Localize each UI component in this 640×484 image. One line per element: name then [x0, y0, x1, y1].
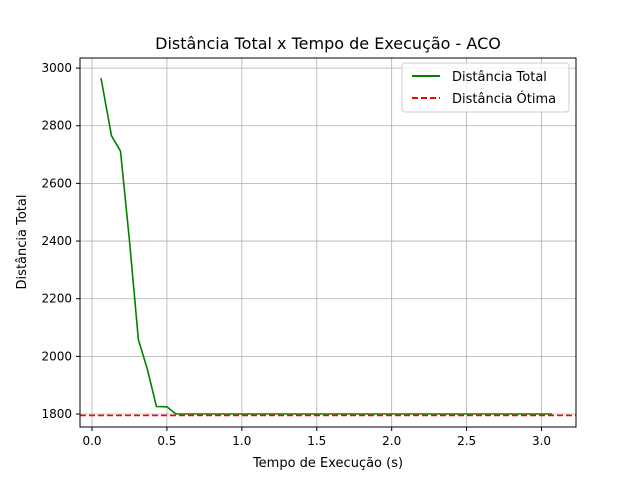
x-tick-label: 3.0	[532, 434, 551, 448]
legend-label-distancia-total: Distância Total	[452, 70, 547, 85]
x-tick-label: 2.0	[382, 434, 401, 448]
y-tick-label: 2400	[41, 234, 72, 248]
tick-marks: 0.0 0.5 1.0 1.5 2.0 2.5 3.0 1800 2000 2200 2400 260…	[41, 61, 551, 448]
legend-label-distancia-otima: Distância Ótima	[452, 91, 556, 107]
axes	[79, 57, 577, 428]
y-tick-label: 2800	[41, 119, 72, 133]
chart-title: Distância Total x Tempo de Execução - AC…	[155, 34, 501, 53]
x-tick-label: 2.5	[457, 434, 476, 448]
y-tick-label: 2000	[41, 349, 72, 363]
y-tick-label: 2600	[41, 176, 72, 190]
series-line-distancia-total	[100, 78, 552, 415]
plot-frame	[79, 57, 577, 428]
legend: Distância Total Distância Ótima	[401, 62, 570, 113]
x-tick-label: 0.0	[82, 434, 101, 448]
x-tick-label: 0.5	[157, 434, 176, 448]
x-axis-label: Tempo de Execução (s)	[252, 456, 403, 471]
data-series	[80, 78, 576, 417]
y-axis-label: Distância Total	[15, 195, 30, 290]
x-tick-label: 1.5	[307, 434, 326, 448]
y-tick-label: 2200	[41, 292, 72, 306]
legend-box	[401, 62, 570, 113]
y-tick-label: 1800	[41, 407, 72, 421]
grid-lines	[80, 58, 576, 427]
y-tick-label: 3000	[41, 61, 72, 75]
x-tick-label: 1.0	[232, 434, 251, 448]
